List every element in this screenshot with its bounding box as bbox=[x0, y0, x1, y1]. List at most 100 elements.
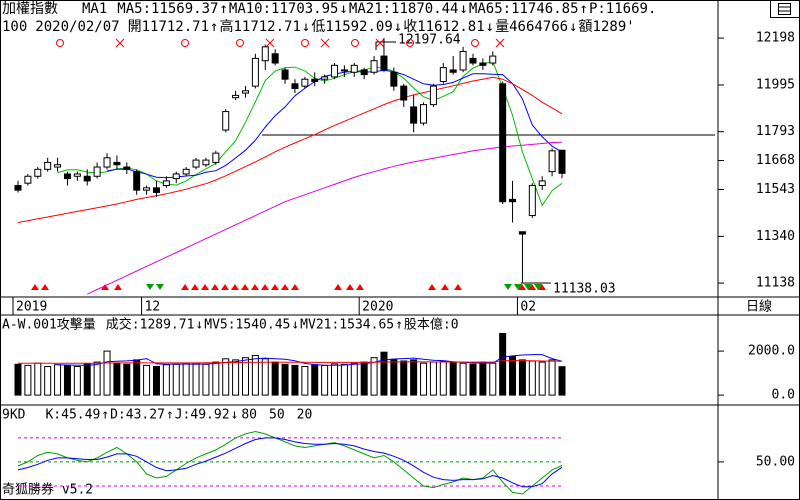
signal-circle bbox=[236, 39, 244, 47]
candle-body bbox=[380, 55, 388, 71]
volume-bar bbox=[518, 359, 526, 396]
volume-bar bbox=[271, 361, 279, 396]
volume-bar bbox=[251, 354, 259, 396]
header-label: P:11669. bbox=[589, 1, 656, 17]
candle-body bbox=[479, 62, 487, 66]
candle-body bbox=[538, 180, 546, 187]
header-label: MA5:11569.37 bbox=[117, 1, 218, 17]
volume-bar bbox=[172, 363, 180, 396]
candle-body bbox=[321, 76, 329, 80]
x-tick-label: 2019 bbox=[16, 300, 47, 315]
x-tick-label: 02 bbox=[520, 300, 536, 315]
volume-bar bbox=[410, 359, 418, 396]
header-label: ↑ bbox=[101, 408, 109, 423]
volume-bar bbox=[44, 365, 52, 396]
candle-body bbox=[350, 64, 358, 73]
sell-signal bbox=[524, 284, 532, 290]
volume-bar bbox=[103, 350, 111, 396]
header-label: ↓ bbox=[291, 318, 299, 333]
buy-signal bbox=[191, 284, 199, 290]
volume-bar bbox=[350, 362, 358, 396]
y-tick-label: 11138 bbox=[756, 276, 795, 291]
candle-body bbox=[222, 111, 230, 131]
volume-bar bbox=[558, 366, 566, 396]
buy-signal bbox=[241, 284, 249, 290]
header-label: ↑ bbox=[210, 19, 218, 35]
header-row: 100 2020/02/07 開11712.71 ↑ 高11712.71 ↓ 低11592.… bbox=[2, 18, 635, 35]
volume-bar bbox=[548, 359, 556, 396]
reference-label: 20 bbox=[297, 408, 313, 423]
volume-bar bbox=[113, 362, 121, 396]
buy-signal bbox=[538, 284, 546, 290]
candle-body bbox=[172, 173, 180, 180]
header-label: ↑ bbox=[219, 1, 227, 17]
y-tick-label: 11340 bbox=[756, 229, 795, 244]
buy-signal bbox=[201, 284, 209, 290]
buy-signal bbox=[114, 284, 122, 290]
volume-bar bbox=[469, 363, 477, 396]
candle-body bbox=[182, 168, 190, 175]
buy-signal bbox=[334, 284, 342, 290]
indicator-line bbox=[57, 354, 563, 366]
volume-bar bbox=[390, 359, 398, 396]
candle-body bbox=[44, 161, 52, 170]
header-label: ↑ bbox=[166, 408, 174, 423]
header-label: 量4664766 bbox=[495, 19, 568, 35]
signal-cross bbox=[375, 38, 385, 48]
candle-body bbox=[518, 231, 526, 235]
header-label: ↓ bbox=[459, 1, 467, 17]
header-label: ↓ bbox=[339, 1, 347, 17]
volume-bar bbox=[538, 361, 546, 396]
volume-bar bbox=[311, 364, 319, 396]
window-icon[interactable] bbox=[770, 0, 800, 18]
buy-signal bbox=[281, 284, 289, 290]
candle-body bbox=[83, 175, 91, 182]
header-label: ↓ bbox=[231, 408, 239, 423]
indicator-line bbox=[86, 141, 563, 295]
sell-signal bbox=[504, 284, 512, 290]
volume-bar bbox=[83, 363, 91, 396]
buy-signal bbox=[101, 284, 109, 290]
period-label[interactable]: 日線 bbox=[746, 299, 772, 315]
volume-bar bbox=[73, 365, 81, 396]
y-tick-label: 0.0 bbox=[772, 388, 795, 403]
volume-bar bbox=[420, 362, 428, 396]
signal-circle bbox=[181, 39, 189, 47]
annotation-pointer bbox=[375, 41, 396, 50]
buy-signal bbox=[221, 284, 229, 290]
header-label: 額1289' bbox=[579, 19, 635, 35]
header-label: MA10:11703.95 bbox=[229, 1, 339, 17]
header-label: MV21:1534.65 bbox=[300, 318, 394, 333]
buy-signal bbox=[346, 284, 354, 290]
reference-label: 50 bbox=[269, 408, 285, 423]
volume-bar bbox=[14, 363, 22, 396]
y-tick-label: 12198 bbox=[756, 31, 795, 46]
volume-bar bbox=[439, 360, 447, 396]
indicator-line bbox=[17, 76, 563, 223]
volume-bar bbox=[528, 360, 536, 396]
chart-title: 9KD bbox=[2, 408, 26, 423]
buy-signal bbox=[271, 284, 279, 290]
candle-body bbox=[241, 90, 249, 94]
y-tick-label: 11793 bbox=[756, 124, 795, 139]
header-row: MA5:11569.37 ↑ MA10:11703.95 ↓ MA21:11870.44… bbox=[117, 1, 656, 17]
volume-bar bbox=[182, 363, 190, 396]
signal-circle bbox=[351, 39, 359, 47]
signal-cross bbox=[495, 38, 505, 48]
header-label: ↓ bbox=[302, 19, 310, 35]
candle-body bbox=[93, 166, 101, 177]
buy-signal bbox=[181, 284, 189, 290]
buy-signal bbox=[31, 284, 39, 290]
header-label: 低11592.09 bbox=[311, 19, 392, 35]
candle-body bbox=[281, 69, 289, 80]
volume-bar bbox=[93, 361, 101, 396]
volume-bar bbox=[123, 363, 131, 396]
volume-bar bbox=[340, 363, 348, 396]
y-tick-label: 50.00 bbox=[756, 454, 795, 469]
volume-bar bbox=[281, 363, 289, 396]
candle-body bbox=[54, 164, 62, 168]
candle-body bbox=[311, 78, 319, 83]
volume-bar bbox=[509, 356, 517, 396]
buy-signal bbox=[528, 284, 536, 290]
